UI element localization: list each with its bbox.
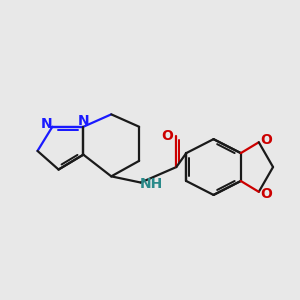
- Text: O: O: [261, 187, 272, 201]
- Text: NH: NH: [140, 177, 163, 191]
- Text: N: N: [78, 114, 90, 128]
- Text: O: O: [261, 133, 272, 147]
- Text: N: N: [41, 117, 52, 131]
- Text: O: O: [162, 129, 174, 143]
